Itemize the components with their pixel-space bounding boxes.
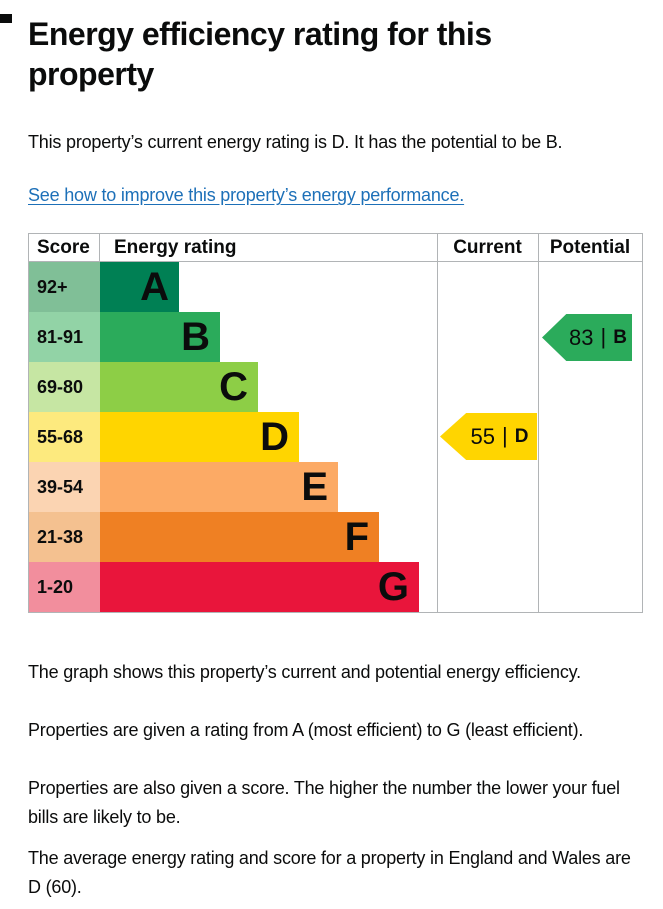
marker-separator: |: [502, 422, 508, 448]
band-bar: E: [100, 462, 338, 512]
band-row-g: 1-20 G: [29, 562, 642, 612]
chart-header-row: Score Energy rating Current Potential: [29, 234, 642, 262]
band-bar: C: [100, 362, 258, 412]
current-score: 55: [470, 423, 496, 449]
improve-performance-link[interactable]: See how to improve this property’s energ…: [28, 185, 465, 205]
current-column-header: Current: [453, 237, 522, 258]
paragraph-score-explainer: Properties are also given a score. The h…: [28, 778, 620, 827]
band-row-b: 81-91 B: [29, 312, 642, 362]
marker-separator: |: [600, 323, 607, 349]
current-band-letter: D: [514, 425, 529, 447]
band-score-range: 69-80: [29, 362, 100, 412]
current-column-divider: [437, 234, 438, 612]
band-score-range: 81-91: [29, 312, 100, 362]
band-score-range: 39-54: [29, 462, 100, 512]
band-bar: F: [100, 512, 379, 562]
band-row-c: 69-80 C: [29, 362, 642, 412]
epc-page: Energy efficiency rating for this proper…: [0, 14, 663, 909]
band-row-a: 92+ A: [29, 262, 642, 312]
page-title: Energy efficiency rating for this proper…: [28, 14, 663, 94]
band-bar: D: [100, 412, 299, 462]
band-row-d: 55-68 D: [29, 412, 642, 462]
energy-rating-chart: Score Energy rating Current Potential 92…: [28, 233, 643, 613]
potential-column-header: Potential: [549, 237, 631, 258]
band-score-range: 21-38: [29, 512, 100, 562]
corner-artifact: [0, 14, 12, 23]
band-score-range: 1-20: [29, 562, 100, 612]
energy-rating-column-header: Energy rating: [114, 237, 237, 258]
band-bar: G: [100, 562, 419, 612]
current-rating-marker: 55 | D: [440, 413, 537, 460]
paragraph-rating-explainer: Properties are given a rating from A (mo…: [28, 720, 584, 740]
band-row-f: 21-38 F: [29, 512, 642, 562]
band-score-range: 92+: [29, 262, 100, 312]
band-row-e: 39-54 E: [29, 462, 642, 512]
potential-score: 83: [569, 324, 594, 350]
band-score-range: 55-68: [29, 412, 100, 462]
score-column-header: Score: [29, 234, 100, 261]
page-title-line: property: [28, 56, 154, 92]
page-title-line: Energy efficiency rating for this: [28, 16, 492, 52]
potential-column-divider: [538, 234, 539, 612]
band-bar: B: [100, 312, 220, 362]
paragraph-average-rating: The average energy rating and score for …: [28, 848, 631, 897]
rating-summary-text: This property’s current energy rating is…: [28, 132, 563, 152]
paragraph-graph-note: The graph shows this property’s current …: [28, 662, 581, 682]
potential-band-letter: B: [613, 326, 627, 348]
band-bar: A: [100, 262, 179, 312]
